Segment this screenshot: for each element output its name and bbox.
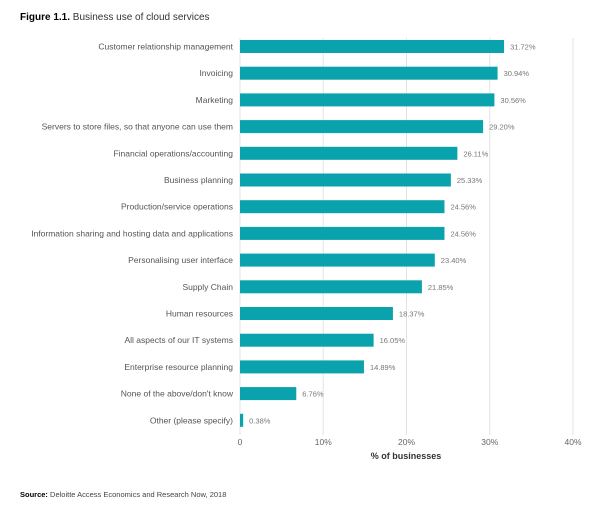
source-note: Source: Deloitte Access Economics and Re… [20,490,226,499]
bar [240,93,495,107]
bar [240,120,484,134]
category-label: Personalising user interface [128,255,233,265]
category-labels: Customer relationship management Invoicin… [31,42,234,426]
bar [240,200,445,214]
category-label: Financial operations/accounting [113,148,233,158]
x-axis-label: % of businesses [371,451,442,461]
bar [240,360,364,374]
value-label: 25.33% [457,176,483,185]
value-label: 14.89% [370,363,396,372]
value-label: 30.56% [500,96,526,105]
category-label: Invoicing [199,68,233,78]
value-labels: 31.72% 30.94% 30.56% 29.20% 26.11% 25.33% 24.5… [249,43,536,426]
category-label: Information sharing and hosting data and… [31,228,233,238]
category-label: Servers to store files, so that anyone c… [42,122,233,132]
category-label: Human resources [166,309,233,319]
value-label: 18.37% [399,310,425,319]
value-label: 23.40% [441,256,467,265]
bar [240,226,445,240]
category-label: Enterprise resource planning [124,362,233,372]
category-label: Other (please specify) [150,415,233,425]
chart-title: Figure 1.1. Business use of cloud servic… [20,12,210,23]
value-label: 29.20% [489,123,515,132]
bar [240,253,435,267]
value-label: 26.11% [463,149,488,158]
value-label: 24.56% [450,203,476,212]
x-tick-label: 40% [564,437,581,447]
bar [240,333,374,347]
x-tick-label: 10% [315,437,332,447]
bar [240,66,498,80]
category-label: Supply Chain [182,282,233,292]
bar [240,413,244,427]
x-tick-label: 20% [398,437,415,447]
bar [240,307,393,320]
x-tick-label: 0 [238,437,243,447]
value-label: 6.76% [302,390,324,399]
value-label: 31.72% [510,43,536,52]
bar [240,146,458,160]
value-label: 24.56% [450,229,476,238]
value-label: 16.05% [380,336,406,345]
category-label: Production/service operations [121,202,233,212]
figure-label: Figure 1.1. [20,12,71,23]
x-tick-labels: 0 10% 20% 30% 40% [238,437,582,447]
bar [240,173,451,187]
category-label: Customer relationship management [98,42,233,52]
category-label: All aspects of our IT systems [125,335,234,345]
category-label: Marketing [196,95,234,105]
category-label: None of the above/don't know [121,389,234,399]
x-tick-label: 30% [481,437,498,447]
category-label: Business planning [164,175,233,185]
source-label: Source: [20,490,48,499]
value-label: 30.94% [504,69,530,78]
bar [240,280,422,294]
bar [240,40,505,53]
figure-title: Business use of cloud services [72,12,210,23]
bars [240,40,505,427]
value-label: 0.38% [249,416,271,425]
bar [240,387,297,401]
value-label: 21.85% [428,283,454,292]
source-text: Deloitte Access Economics and Research N… [50,490,227,499]
